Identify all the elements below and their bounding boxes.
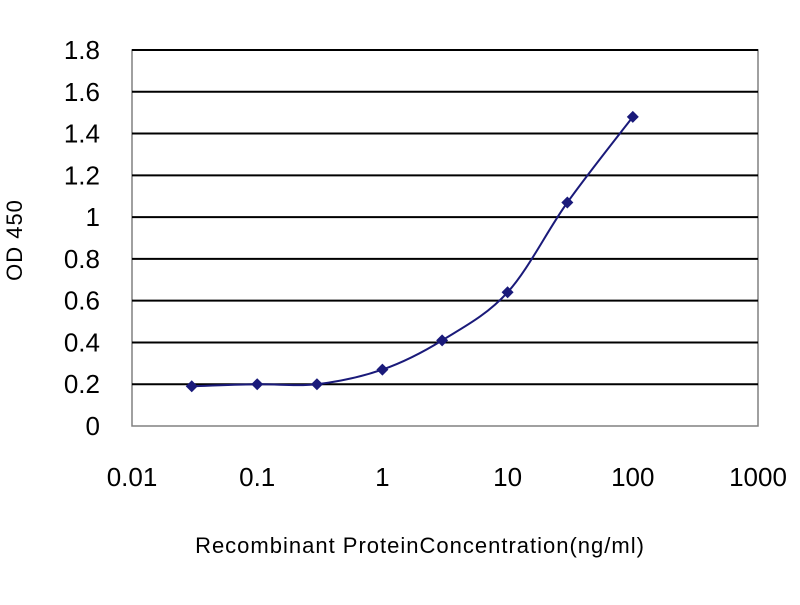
x-tick-label: 0.1 bbox=[239, 462, 275, 492]
x-axis-title: Recombinant ProteinConcentration(ng/ml) bbox=[195, 533, 645, 558]
data-point bbox=[251, 378, 264, 391]
x-axis-ticks: 0.01 0.1 1 10 100 1000 bbox=[107, 462, 787, 492]
data-point bbox=[561, 196, 574, 209]
y-tick-label: 1.8 bbox=[64, 35, 100, 65]
data-point bbox=[436, 334, 449, 347]
y-tick-label: 0.6 bbox=[64, 286, 100, 316]
x-tick-label: 10 bbox=[493, 462, 522, 492]
data-point bbox=[376, 363, 389, 376]
data-point bbox=[626, 110, 639, 123]
series-layer bbox=[185, 110, 639, 393]
y-tick-label: 0.4 bbox=[64, 327, 100, 357]
y-tick-label: 1.2 bbox=[64, 160, 100, 190]
x-tick-label: 0.01 bbox=[107, 462, 158, 492]
y-tick-label: 1.4 bbox=[64, 119, 100, 149]
y-tick-label: 0.2 bbox=[64, 369, 100, 399]
x-tick-label: 100 bbox=[611, 462, 654, 492]
data-point bbox=[185, 380, 198, 393]
data-point bbox=[501, 286, 514, 299]
x-tick-label: 1 bbox=[375, 462, 389, 492]
y-tick-label: 1.6 bbox=[64, 77, 100, 107]
plot-area bbox=[131, 49, 759, 427]
y-tick-label: 0.8 bbox=[64, 244, 100, 274]
y-tick-label: 1 bbox=[86, 202, 100, 232]
data-point bbox=[310, 378, 323, 391]
y-axis-ticks: 0 0.2 0.4 0.6 0.8 1 1.2 1.4 1.6 1.8 bbox=[64, 35, 100, 441]
y-axis-title: OD 450 bbox=[2, 199, 27, 281]
gridlines bbox=[132, 49, 758, 386]
y-tick-label: 0 bbox=[86, 411, 100, 441]
x-tick-label: 1000 bbox=[729, 462, 787, 492]
